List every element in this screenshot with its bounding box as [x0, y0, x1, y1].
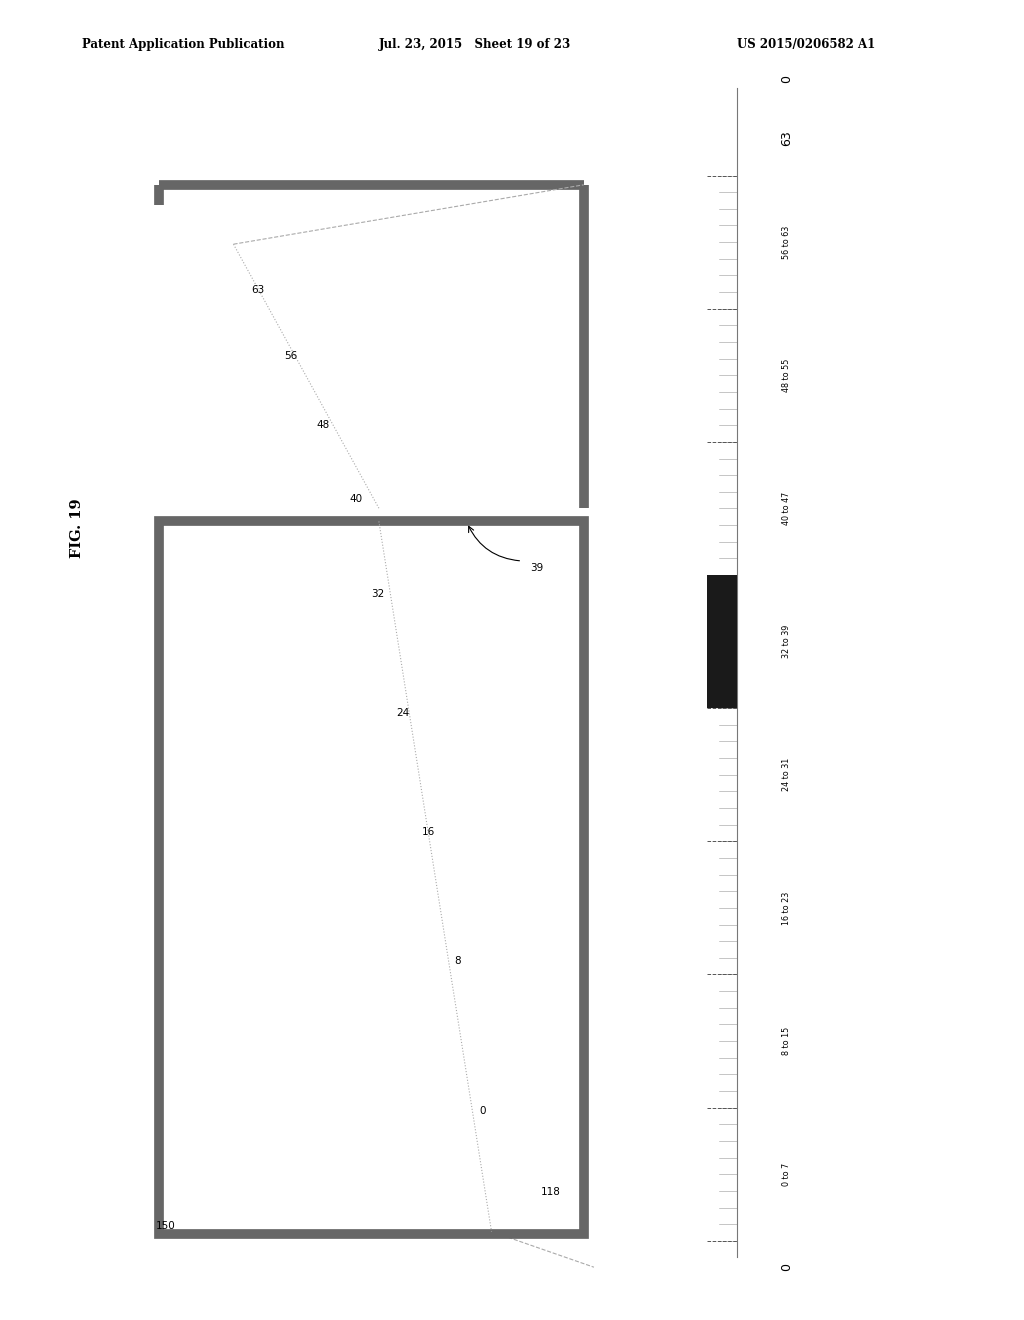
Text: 0: 0	[780, 1263, 793, 1271]
Text: 24: 24	[396, 708, 410, 718]
Text: FIG. 19: FIG. 19	[70, 498, 84, 558]
Text: US 2015/0206582 A1: US 2015/0206582 A1	[737, 38, 876, 51]
Text: 0: 0	[780, 75, 793, 83]
Text: 150: 150	[156, 1221, 176, 1232]
Text: 0 to 7: 0 to 7	[782, 1163, 791, 1185]
Text: 48: 48	[316, 420, 330, 430]
Text: 40 to 47: 40 to 47	[782, 492, 791, 525]
Text: 56: 56	[284, 351, 297, 362]
Text: 63: 63	[251, 285, 264, 296]
Text: 32 to 39: 32 to 39	[782, 624, 791, 659]
Bar	[159, 521, 584, 1234]
Text: 39: 39	[530, 562, 544, 573]
Text: Patent Application Publication: Patent Application Publication	[82, 38, 285, 51]
Text: 48 to 55: 48 to 55	[782, 359, 791, 392]
Text: 0: 0	[479, 1106, 485, 1117]
Text: 24 to 31: 24 to 31	[782, 758, 791, 792]
Text: 16: 16	[422, 826, 435, 837]
Text: 63: 63	[780, 131, 793, 147]
Text: Jul. 23, 2015   Sheet 19 of 23: Jul. 23, 2015 Sheet 19 of 23	[379, 38, 571, 51]
Text: 40: 40	[349, 494, 362, 504]
Text: 56 to 63: 56 to 63	[782, 226, 791, 259]
Text: 118: 118	[541, 1187, 560, 1197]
Text: 16 to 23: 16 to 23	[782, 891, 791, 924]
Text: 8: 8	[455, 956, 461, 966]
Text: 8 to 15: 8 to 15	[782, 1027, 791, 1055]
Bar	[707, 576, 737, 708]
Text: 32: 32	[371, 589, 384, 599]
